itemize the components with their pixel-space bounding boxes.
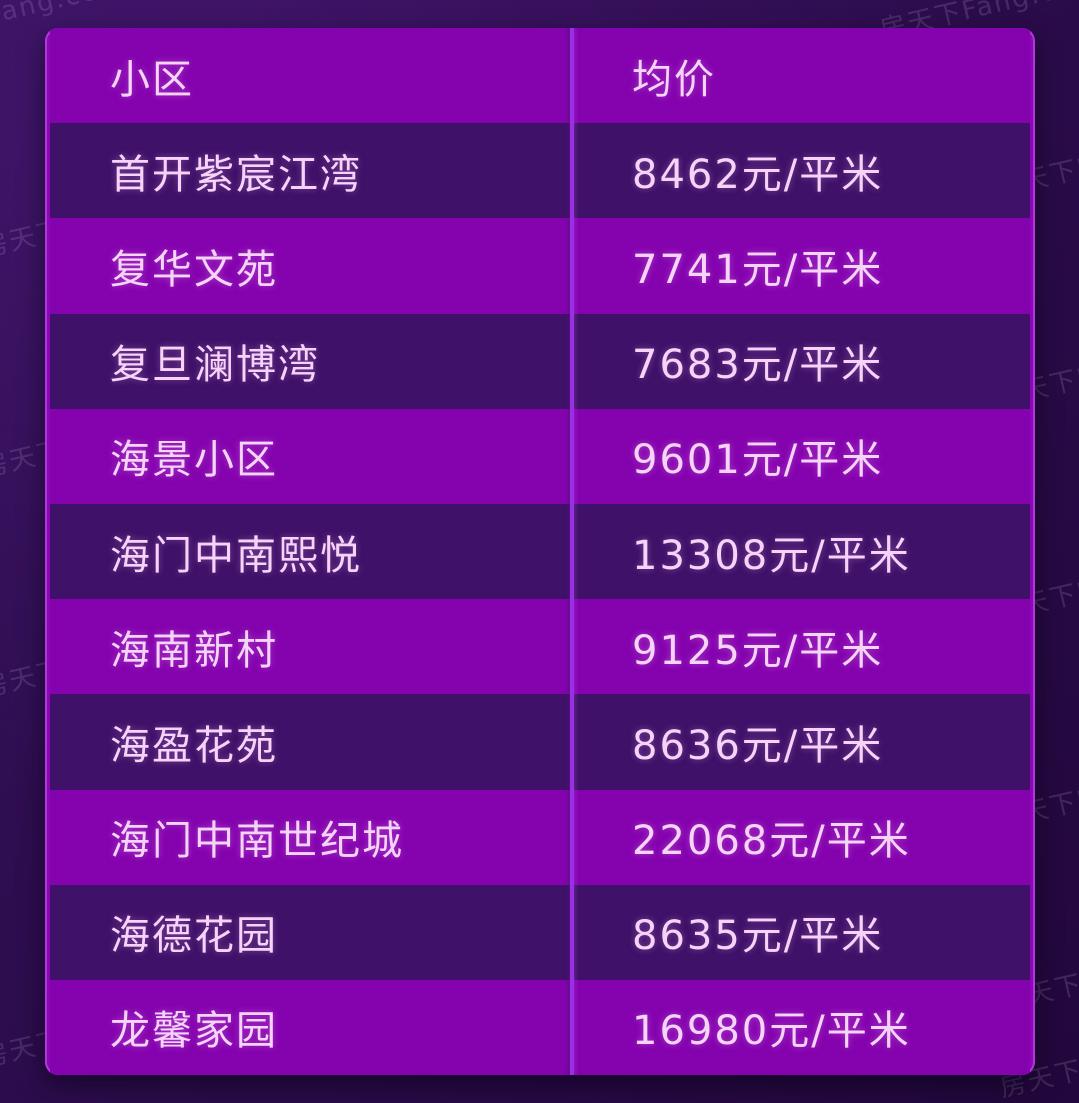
- price-value-cell: 13308元/平米: [632, 532, 911, 579]
- price-value-cell: 7741元/平米: [632, 246, 884, 293]
- table-row: 海门中南熙悦 13308元/平米: [50, 503, 1030, 600]
- community-name-cell: 海盈花苑: [110, 722, 278, 769]
- community-name-cell: 海门中南世纪城: [110, 818, 404, 865]
- price-value-cell: 8462元/平米: [632, 151, 884, 198]
- table-row: 复华文苑 7741元/平米: [50, 218, 1030, 314]
- table-row: 海德花园 8635元/平米: [50, 884, 1030, 980]
- average-price-table: 小区 均价 首开紫宸江湾 8462元/平米 复华文苑 7741元/平米 复旦澜博…: [45, 28, 1035, 1075]
- price-value-cell: 7683元/平米: [632, 342, 884, 389]
- column-header-price: 均价: [632, 56, 716, 103]
- table-row: 海盈花苑 8636元/平米: [50, 694, 1030, 790]
- table-header-row: 小区 均价: [50, 28, 1030, 124]
- table-row: 海门中南世纪城 22068元/平米: [50, 789, 1030, 885]
- price-value-cell: 9601元/平米: [632, 437, 884, 484]
- community-name-cell: 海景小区: [110, 437, 278, 484]
- community-name-cell: 首开紫宸江湾: [110, 151, 362, 198]
- table-row: 龙馨家园 16980元/平米: [50, 979, 1030, 1075]
- table-row: 海景小区 9601元/平米: [50, 408, 1030, 504]
- price-value-cell: 8636元/平米: [632, 722, 884, 769]
- price-value-cell: 9125元/平米: [632, 627, 884, 674]
- price-value-cell: 8635元/平米: [632, 913, 884, 960]
- table-row: 海南新村 9125元/平米: [50, 599, 1030, 695]
- table-row: 复旦澜博湾 7683元/平米: [50, 313, 1030, 409]
- column-header-community: 小区: [110, 56, 194, 103]
- community-name-cell: 复旦澜博湾: [110, 342, 320, 389]
- community-name-cell: 海德花园: [110, 913, 278, 960]
- community-name-cell: 龙馨家园: [110, 1008, 278, 1055]
- table-rows-container: 小区 均价 首开紫宸江湾 8462元/平米 复华文苑 7741元/平米 复旦澜博…: [50, 28, 1030, 1075]
- community-name-cell: 海南新村: [110, 627, 278, 674]
- community-name-cell: 海门中南熙悦: [110, 532, 362, 579]
- community-name-cell: 复华文苑: [110, 246, 278, 293]
- price-value-cell: 16980元/平米: [632, 1008, 911, 1055]
- table-row: 首开紫宸江湾 8462元/平米: [50, 123, 1030, 219]
- column-divider: [570, 28, 574, 1075]
- price-value-cell: 22068元/平米: [632, 818, 911, 865]
